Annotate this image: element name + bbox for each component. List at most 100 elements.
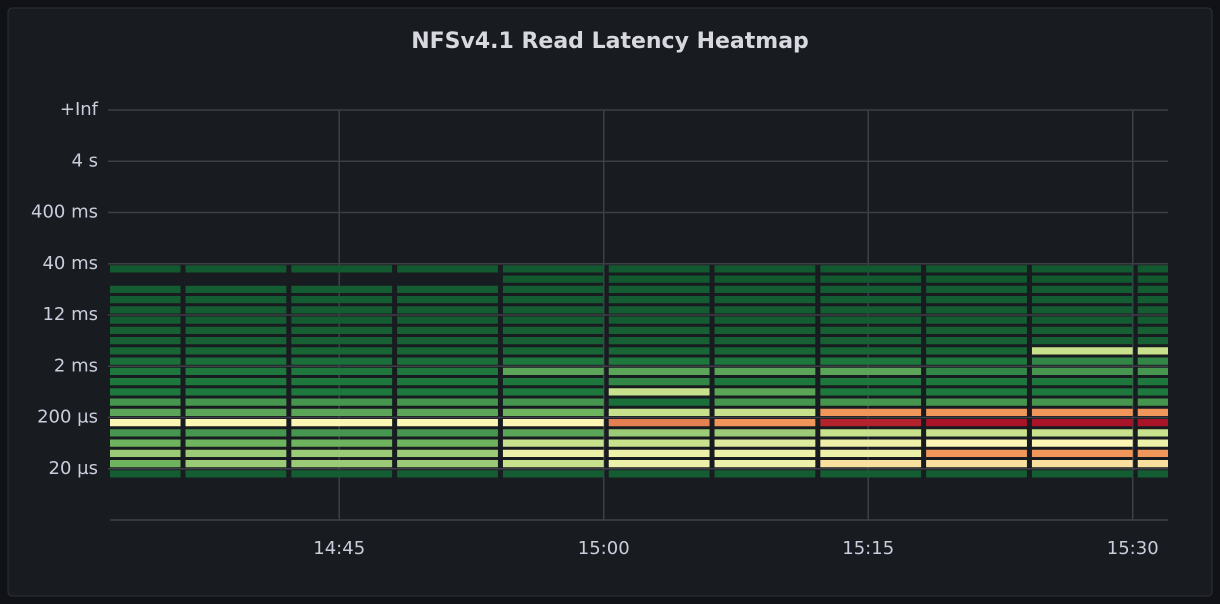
- heatmap-cell: [1031, 388, 1133, 396]
- heatmap-cell: [608, 285, 710, 293]
- heatmap-cell: [714, 285, 816, 293]
- heatmap-cell: [502, 408, 604, 416]
- heatmap-cell: [185, 347, 287, 355]
- heatmap-cell: [502, 388, 604, 396]
- heatmap-cell: [608, 357, 710, 365]
- heatmap-cell: [926, 357, 1027, 365]
- heatmap-cell: [820, 306, 922, 314]
- heatmap-cell: [820, 378, 922, 386]
- heatmap-cell: [110, 337, 181, 345]
- y-tick-label: 4 s: [71, 150, 98, 171]
- heatmap-cell: [502, 296, 604, 304]
- heatmap-cell: [185, 326, 287, 334]
- heatmap-cell: [185, 449, 287, 457]
- heatmap-cell: [291, 326, 393, 334]
- heatmap-cell: [1031, 460, 1133, 468]
- heatmap-cell: [110, 460, 181, 468]
- x-tick-label: 15:15: [842, 538, 894, 559]
- heatmap-cell: [926, 449, 1027, 457]
- heatmap-cell: [291, 408, 393, 416]
- x-tick-label: 15:00: [578, 538, 630, 559]
- heatmap-cell: [291, 285, 393, 293]
- heatmap-cell: [185, 265, 287, 273]
- heatmap-cell: [1137, 419, 1168, 427]
- heatmap-cell: [110, 285, 181, 293]
- heatmap-cell: [291, 378, 393, 386]
- heatmap-cell: [1031, 470, 1133, 478]
- heatmap-cell: [291, 439, 393, 447]
- heatmap-cell: [502, 460, 604, 468]
- heatmap-cell: [185, 296, 287, 304]
- heatmap-cell: [110, 470, 181, 478]
- heatmap-cell: [1137, 439, 1168, 447]
- heatmap-cell: [291, 460, 393, 468]
- heatmap-cell: [502, 316, 604, 324]
- heatmap-cell: [397, 388, 498, 396]
- heatmap-cell: [291, 398, 393, 406]
- heatmap-cell: [502, 326, 604, 334]
- heatmap-cell: [185, 357, 287, 365]
- heatmap-cell: [714, 296, 816, 304]
- heatmap-cell: [608, 460, 710, 468]
- heatmap-cell: [820, 285, 922, 293]
- heatmap-cell: [820, 357, 922, 365]
- heatmap-cell: [714, 306, 816, 314]
- heatmap-cell: [110, 439, 181, 447]
- heatmap-cell: [397, 439, 498, 447]
- heatmap-cell: [185, 429, 287, 437]
- heatmap-cell: [1031, 439, 1133, 447]
- y-tick-label: 20 µs: [49, 458, 98, 479]
- heatmap-cell: [1137, 275, 1168, 283]
- heatmap-cell: [820, 398, 922, 406]
- heatmap-cell: [1137, 378, 1168, 386]
- heatmap-cell: [397, 408, 498, 416]
- heatmap-cell: [820, 449, 922, 457]
- heatmap-cell: [1137, 398, 1168, 406]
- y-tick-label: 2 ms: [54, 355, 98, 376]
- heatmap-cell: [608, 265, 710, 273]
- heatmap-cell: [820, 337, 922, 345]
- heatmap-cell: [397, 316, 498, 324]
- heatmap-cell: [1031, 408, 1133, 416]
- heatmap-cell: [608, 388, 710, 396]
- heatmap-cell: [1137, 347, 1168, 355]
- heatmap-cell: [926, 367, 1027, 375]
- heatmap-cell: [185, 388, 287, 396]
- heatmap-cell: [502, 470, 604, 478]
- heatmap-cell: [397, 296, 498, 304]
- heatmap-cell: [397, 337, 498, 345]
- heatmap-cell: [397, 357, 498, 365]
- heatmap-cell: [1137, 357, 1168, 365]
- heatmap-cell: [1137, 296, 1168, 304]
- heatmap-cell: [502, 285, 604, 293]
- heatmap-cell: [397, 285, 498, 293]
- heatmap-cell: [714, 337, 816, 345]
- heatmap-cell: [502, 357, 604, 365]
- heatmap-cell: [714, 439, 816, 447]
- heatmap-cell: [110, 296, 181, 304]
- heatmap-cell: [110, 429, 181, 437]
- heatmap-cell: [820, 316, 922, 324]
- heatmap-cell: [926, 398, 1027, 406]
- heatmap-cell: [714, 419, 816, 427]
- heatmap-cell: [1031, 398, 1133, 406]
- heatmap-cell: [1031, 378, 1133, 386]
- chart-title: NFSv4.1 Read Latency Heatmap: [411, 29, 809, 54]
- heatmap-cell: [185, 470, 287, 478]
- heatmap-cell: [1137, 460, 1168, 468]
- heatmap-cell: [608, 439, 710, 447]
- heatmap-cell: [110, 398, 181, 406]
- heatmap-cell: [820, 326, 922, 334]
- heatmap-cell: [397, 378, 498, 386]
- heatmap-cell: [820, 408, 922, 416]
- heatmap-cell: [714, 460, 816, 468]
- heatmap-cell: [291, 316, 393, 324]
- heatmap-cell: [291, 470, 393, 478]
- heatmap-cell: [110, 449, 181, 457]
- heatmap-cell: [502, 367, 604, 375]
- heatmap-cell: [608, 470, 710, 478]
- heatmap-cell: [1137, 265, 1168, 273]
- heatmap-cell: [291, 347, 393, 355]
- y-tick-label: 40 ms: [42, 253, 98, 274]
- heatmap-cell: [1031, 337, 1133, 345]
